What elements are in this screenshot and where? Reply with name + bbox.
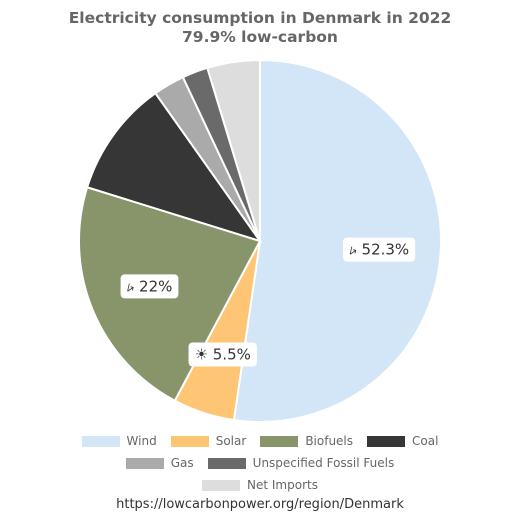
pie-slice-coal [85,91,263,243]
legend-swatch [170,435,209,447]
legend-swatch [81,435,120,447]
slice-label-wind: ⭟ 52.3% [343,237,416,262]
pie-chart: ⭟ 52.3% ☀ 5.5% ⭟ 22% [78,58,442,423]
slice-label-biofuels: ⭟ 22% [120,274,179,299]
slice-label-solar: ☀ 5.5% [188,342,257,367]
legend-swatch [207,457,246,469]
legend-item-coal: Coal [367,434,438,448]
legend-label: Biofuels [305,434,354,448]
source-url: https://lowcarbonpower.org/region/Denmar… [116,497,404,512]
legend-label: Unspecified Fossil Fuels [252,456,395,470]
legend-row: Gas Unspecified Fossil Fuels [0,452,520,474]
svg-text:⭟ 22%: ⭟ 22% [127,277,173,295]
legend-swatch [260,435,299,447]
legend-item-biofuels: Biofuels [260,434,353,448]
chart-title-line-2: 79.9% low-carbon [182,28,338,46]
svg-text:⭟ 52.3%: ⭟ 52.3% [349,241,409,259]
svg-text:☀ 5.5%: ☀ 5.5% [195,345,251,363]
legend-row: Net Imports [0,474,520,496]
legend-label: Net Imports [247,478,318,492]
legend-item-net-imports: Net Imports [202,478,318,492]
legend-swatch [367,435,406,447]
legend-label: Gas [170,456,194,470]
legend-label: Coal [412,434,439,448]
legend-swatch [202,479,241,491]
legend-item-solar: Solar [170,434,247,448]
legend-row: Wind Solar Biofuels Coal [0,430,520,452]
legend-label: Wind [126,434,157,448]
legend-item-wind: Wind [81,434,157,448]
legend-item-unspecified-fossil-fuels: Unspecified Fossil Fuels [207,456,395,470]
pie-slice-wind [232,58,442,423]
legend-item-gas: Gas [125,456,194,470]
legend-swatch [125,457,164,469]
chart-title-line-1: Electricity consumption in Denmark in 20… [68,9,452,27]
pie-slice-net-imports [206,58,261,242]
legend-label: Solar [215,434,247,448]
chart-title: Electricity consumption in Denmark in 20… [0,9,520,47]
legend: Wind Solar Biofuels Coal Gas Unspecified Foss… [0,430,520,496]
